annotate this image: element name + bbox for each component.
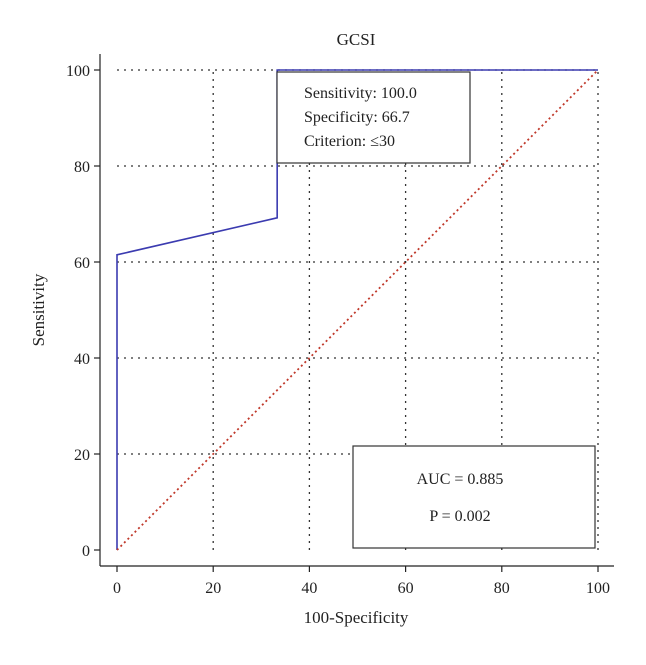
chart-title: GCSI <box>337 30 376 49</box>
x-axis-label: 100-Specificity <box>304 608 409 627</box>
y-axis-ticks: 0 20 40 60 80 100 <box>66 63 100 560</box>
y-tick-label: 100 <box>66 63 90 80</box>
x-tick-label: 100 <box>586 580 610 597</box>
series-group <box>116 69 599 551</box>
y-tick-label: 40 <box>74 351 90 368</box>
auc-box-frame <box>352 445 596 549</box>
x-tick-label: 60 <box>398 580 414 597</box>
auc-box: AUC = 0.885 P = 0.002 <box>352 445 596 549</box>
y-tick-label: 0 <box>82 543 90 560</box>
y-tick-label: 80 <box>74 159 90 176</box>
y-axis-label: Sensitivity <box>29 273 48 346</box>
x-tick-label: 80 <box>494 580 510 597</box>
reference-diagonal-line <box>116 69 599 551</box>
criterion-box-line: Specificity: 66.7 <box>304 109 410 126</box>
criterion-box-line: Criterion: ≤30 <box>304 133 395 150</box>
criterion-box: Sensitivity: 100.0 Specificity: 66.7 Crite… <box>276 71 471 164</box>
x-tick-label: 20 <box>205 580 221 597</box>
x-tick-label: 40 <box>301 580 317 597</box>
criterion-box-frame <box>276 71 471 164</box>
axes <box>99 54 614 567</box>
criterion-box-line: Sensitivity: 100.0 <box>304 85 417 102</box>
x-axis-ticks: 0 20 40 60 80 100 <box>113 566 610 597</box>
x-tick-label: 0 <box>113 580 121 597</box>
y-tick-label: 60 <box>74 255 90 272</box>
roc-curve-line <box>116 69 598 550</box>
y-tick-label: 20 <box>74 447 90 464</box>
auc-box-line: AUC = 0.885 <box>417 471 504 488</box>
auc-box-line: P = 0.002 <box>429 508 490 525</box>
